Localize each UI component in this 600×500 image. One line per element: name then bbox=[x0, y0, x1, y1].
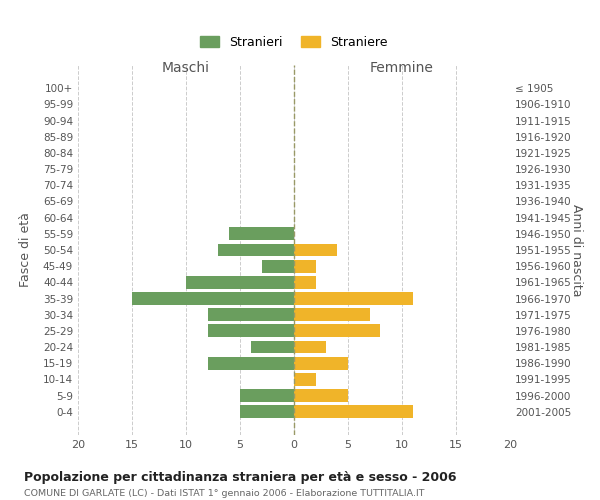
Bar bbox=[294, 389, 348, 402]
Y-axis label: Fasce di età: Fasce di età bbox=[19, 212, 32, 288]
Bar bbox=[294, 276, 316, 289]
Text: Popolazione per cittadinanza straniera per età e sesso - 2006: Popolazione per cittadinanza straniera p… bbox=[24, 472, 457, 484]
Bar bbox=[294, 356, 348, 370]
Bar bbox=[186, 276, 294, 289]
Bar bbox=[294, 308, 370, 321]
Bar bbox=[294, 292, 413, 305]
Bar bbox=[251, 340, 294, 353]
Legend: Stranieri, Straniere: Stranieri, Straniere bbox=[196, 30, 392, 54]
Bar bbox=[294, 324, 380, 338]
Bar bbox=[262, 260, 294, 272]
Bar bbox=[132, 292, 294, 305]
Text: COMUNE DI GARLATE (LC) - Dati ISTAT 1° gennaio 2006 - Elaborazione TUTTITALIA.IT: COMUNE DI GARLATE (LC) - Dati ISTAT 1° g… bbox=[24, 489, 425, 498]
Bar bbox=[229, 228, 294, 240]
Y-axis label: Anni di nascita: Anni di nascita bbox=[570, 204, 583, 296]
Bar bbox=[218, 244, 294, 256]
Bar bbox=[208, 308, 294, 321]
Text: Femmine: Femmine bbox=[370, 62, 434, 76]
Bar bbox=[208, 356, 294, 370]
Bar bbox=[294, 244, 337, 256]
Bar bbox=[240, 389, 294, 402]
Bar bbox=[294, 340, 326, 353]
Bar bbox=[240, 405, 294, 418]
Text: Maschi: Maschi bbox=[162, 62, 210, 76]
Bar bbox=[208, 324, 294, 338]
Bar bbox=[294, 373, 316, 386]
Bar bbox=[294, 260, 316, 272]
Bar bbox=[294, 405, 413, 418]
